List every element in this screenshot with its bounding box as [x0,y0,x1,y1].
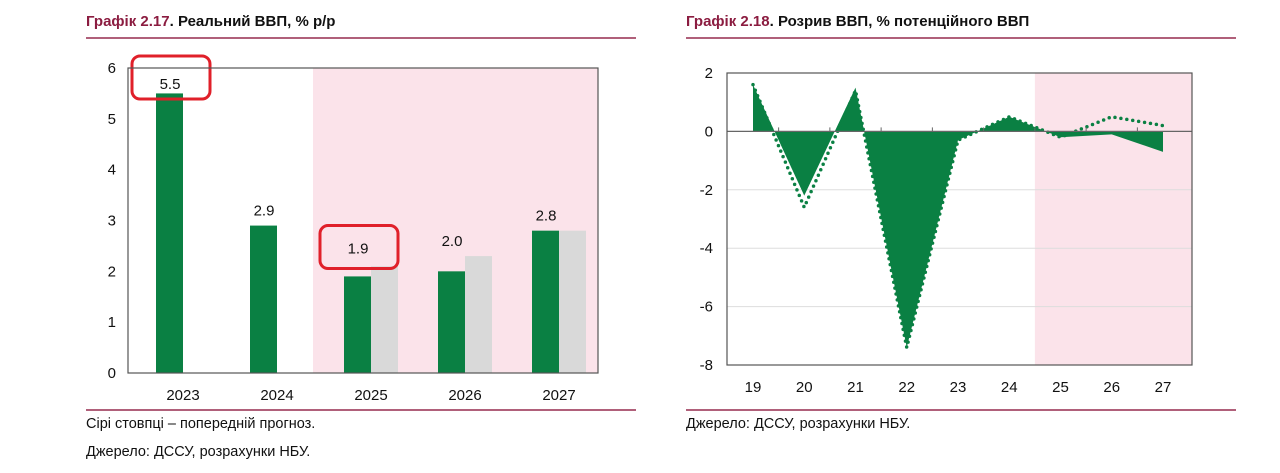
x-tick-label: 24 [1001,379,1018,396]
bar-2024-series0 [250,225,277,373]
y-tick-label: 4 [108,162,116,179]
x-tick-label: 2026 [448,387,481,404]
x-tick-label: 2027 [542,387,575,404]
chart1-svg: 0 1 2 3 4 5 6 2023 5.5 2024 2.9 2025 1.9 2026 2.0 2027 2… [108,54,599,404]
plot-frame [127,67,599,374]
chart2-source: Джерело: ДССУ, розрахунки НБУ. [686,416,911,432]
data-label: 2.9 [254,203,275,220]
data-label: 5.5 [160,76,181,93]
y-tick-label: 5 [108,111,116,128]
y-tick-label: -6 [700,299,713,316]
chart1-note: Сірі стовпці – попередній прогноз. [86,416,316,432]
chart2-title-text: . Розрив ВВП, % потенційного ВВП [769,13,1030,30]
previous-forecast-dotted-line [751,82,1165,348]
y-tick-label: 2 [705,65,713,82]
y-tick-label: -2 [700,182,713,199]
x-tick-label: 27 [1155,379,1172,396]
chart1-footer-rule [86,409,636,411]
x-tick-label: 21 [847,379,864,396]
x-tick-label: 19 [745,379,762,396]
chart2-footer-rule [686,409,1236,411]
chart2-title-number: Графік 2.18 [686,13,770,30]
y-tick-label: -8 [700,357,713,374]
y-tick-label: 1 [108,314,116,331]
bar-2027-series0 [532,230,559,373]
chart1-title-rule [86,37,636,39]
x-tick-label: 2024 [260,387,293,404]
bar-2026-series0 [438,271,465,373]
y-tick-label: 6 [108,60,116,77]
data-label: 1.9 [348,241,369,258]
bar-2026-series1 [465,256,492,373]
highlight-box [318,224,400,271]
highlight-box [130,54,212,101]
y-tick-label: -4 [700,240,713,257]
y-tick-label: 0 [108,365,116,382]
gdp-gap-area [753,84,1163,348]
bar-2023-series0 [156,93,183,374]
chart1-title-text: . Реальний ВВП, % р/р [169,13,336,30]
bar-2025-series0 [344,276,371,373]
y-tick-label: 2 [108,263,116,280]
chart1-title-number: Графік 2.17 [86,13,170,30]
x-tick-label: 2023 [166,387,199,404]
plot-frame [726,72,1193,366]
y-tick-label: 3 [108,213,116,230]
y-tick-label: 0 [705,123,713,140]
data-label: 2.0 [442,233,463,250]
chart2-title: Графік 2.18. Розрив ВВП, % потенційного … [686,13,1029,30]
chart2-title-rule [686,37,1236,39]
chart1-source: Джерело: ДССУ, розрахунки НБУ. [86,444,311,460]
forecast-shading [1034,73,1192,365]
bar-2027-series1 [559,230,586,373]
chart1-title: Графік 2.17. Реальний ВВП, % р/р [86,13,335,30]
x-tick-label: 25 [1052,379,1069,396]
x-tick-label: 26 [1103,379,1120,396]
x-tick-label: 23 [950,379,967,396]
bar-2025-series1 [371,266,398,373]
x-tick-label: 20 [796,379,813,396]
x-tick-label: 2025 [354,387,387,404]
data-label: 2.8 [536,208,557,225]
x-tick-label: 22 [898,379,915,396]
